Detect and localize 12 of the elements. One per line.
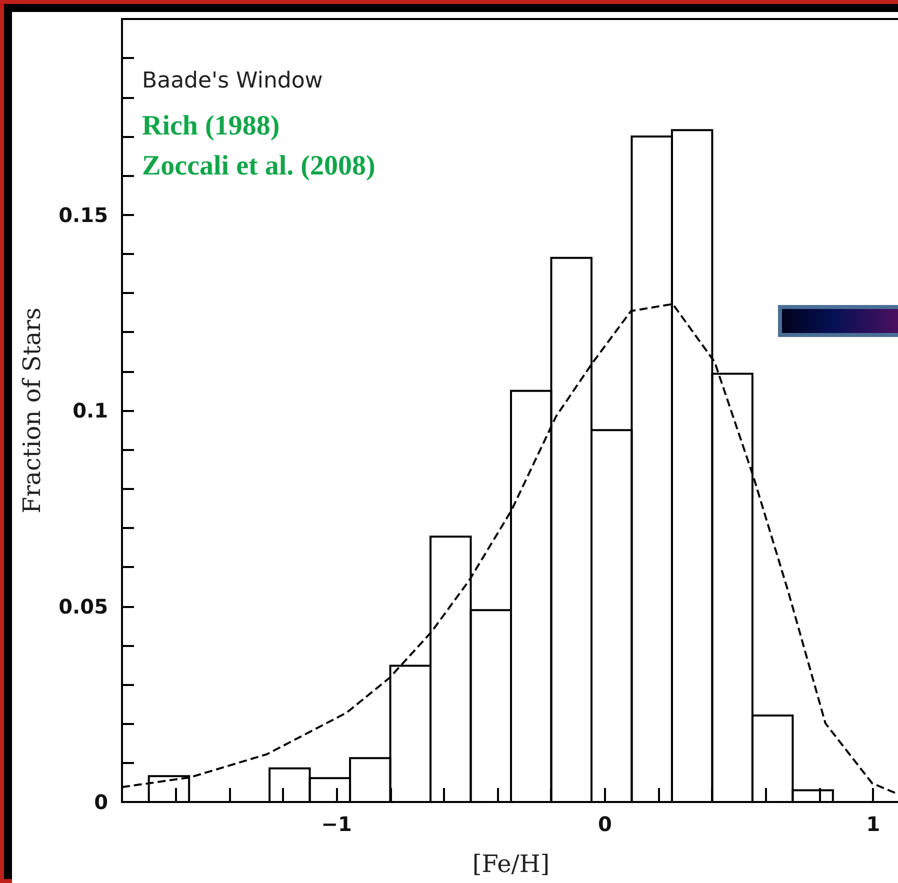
x-tick-label: −1 [321, 812, 352, 836]
annotation: Zoccali et al. (2008) [142, 150, 376, 182]
annotation: Baade's Window [142, 68, 323, 94]
y-tick-label: 0 [94, 790, 108, 814]
y-tick-label: 0.15 [58, 202, 108, 227]
y-axis-title: Fraction of Stars [18, 308, 46, 514]
y-tick-label: 0.05 [58, 594, 108, 618]
y-tick-label: 0.1 [72, 398, 108, 422]
x-tick-label: 0 [598, 812, 612, 836]
x-tick-label: 1 [866, 812, 880, 836]
x-axis-title: [Fe/H] [472, 850, 550, 878]
annotation: Rich (1988) [142, 110, 280, 142]
